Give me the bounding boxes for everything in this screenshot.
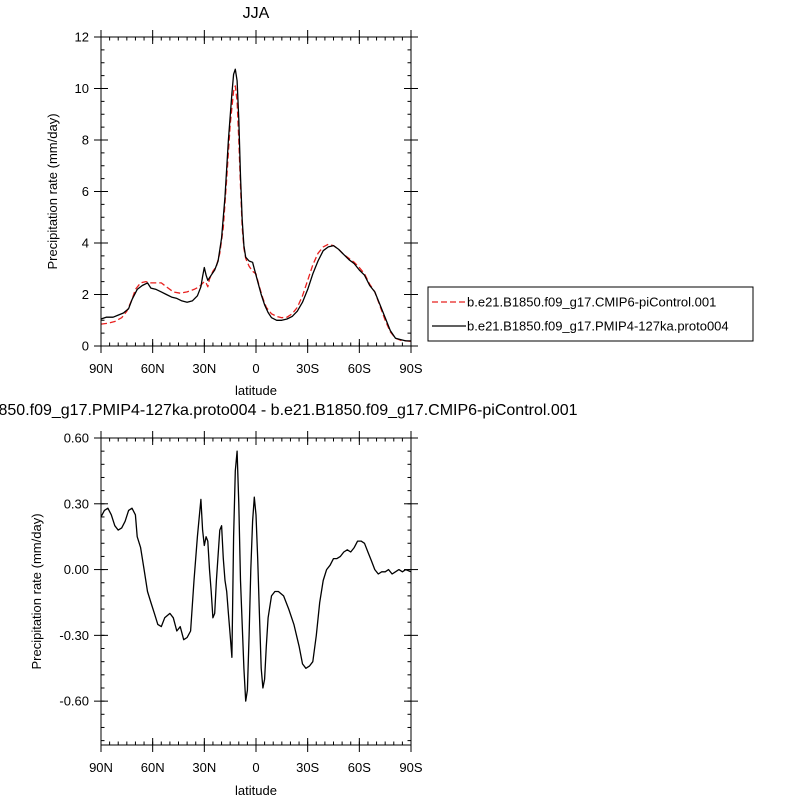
legend: b.e21.B1850.f09_g17.CMIP6-piControl.001 … (427, 286, 754, 342)
bottom-y-axis-label: Precipitation rate (mm/day) (29, 513, 44, 669)
bottom-title: b.e21.B1850.f09_g17.PMIP4-127ka.proto004… (0, 402, 578, 419)
bottom-x-tick-label: 60S (348, 760, 371, 775)
top-title: JJA (243, 5, 270, 22)
legend-label-127ka: b.e21.B1850.f09_g17.PMIP4-127ka.proto004 (467, 319, 729, 334)
top-y-tick-label: 2 (82, 287, 89, 302)
legend-box (427, 286, 754, 342)
top-y-tick-label: 6 (82, 184, 89, 199)
top-y-axis-label: Precipitation rate (mm/day) (45, 113, 60, 269)
top-x-tick-label: 0 (252, 361, 259, 376)
top-x-tick-label: 90S (399, 361, 422, 376)
bottom-y-tick-label: 0.00 (64, 562, 89, 577)
top-x-tick-label: 30S (296, 361, 319, 376)
top-series-line-0 (100, 85, 412, 343)
bottom-panel: b.e21.B1850.f09_g17.PMIP4-127ka.proto004… (0, 402, 578, 798)
bottom-y-tick-label: 0.60 (64, 431, 89, 446)
top-x-axis-label: latitude (235, 383, 277, 398)
top-y-tick-label: 0 (82, 339, 89, 354)
top-panel: JJA 0 2 4 6 8 10 12 90N 60N 30N 0 30S 60S 90S Precipi… (45, 5, 423, 398)
bottom-series-line-0 (100, 450, 412, 702)
bottom-x-tick-label: 60N (141, 760, 165, 775)
bottom-x-tick-label: 90S (399, 760, 422, 775)
bottom-y-tick-label: 0.30 (64, 496, 89, 511)
top-series-layer (100, 68, 412, 343)
top-series-line-1 (100, 68, 411, 342)
top-y-tick-label: 4 (82, 236, 89, 251)
top-x-tick-label: 60S (348, 361, 371, 376)
top-y-tick-label: 10 (75, 81, 89, 96)
legend-label-piControl: b.e21.B1850.f09_g17.CMIP6-piControl.001 (467, 295, 716, 310)
bottom-series-layer (100, 450, 412, 702)
bottom-y-tick-label: -0.60 (59, 694, 89, 709)
top-plot-frame (100, 36, 412, 347)
bottom-x-axis-label: latitude (235, 783, 277, 798)
bottom-x-tick-label: 0 (252, 760, 259, 775)
top-x-tick-label: 60N (141, 361, 165, 376)
top-x-tick-label: 30N (192, 361, 216, 376)
top-x-tick-label: 90N (89, 361, 113, 376)
top-y-tick-label: 12 (75, 30, 89, 45)
bottom-x-tick-label: 30N (192, 760, 216, 775)
bottom-plot-frame (100, 437, 412, 746)
top-y-tick-label: 8 (82, 133, 89, 148)
top-ticks-layer: 0 2 4 6 8 10 12 90N 60N 30N 0 30S 60S 90S (75, 30, 423, 377)
bottom-x-tick-label: 30S (296, 760, 319, 775)
bottom-y-tick-label: -0.30 (59, 628, 89, 643)
bottom-x-tick-label: 90N (89, 760, 113, 775)
